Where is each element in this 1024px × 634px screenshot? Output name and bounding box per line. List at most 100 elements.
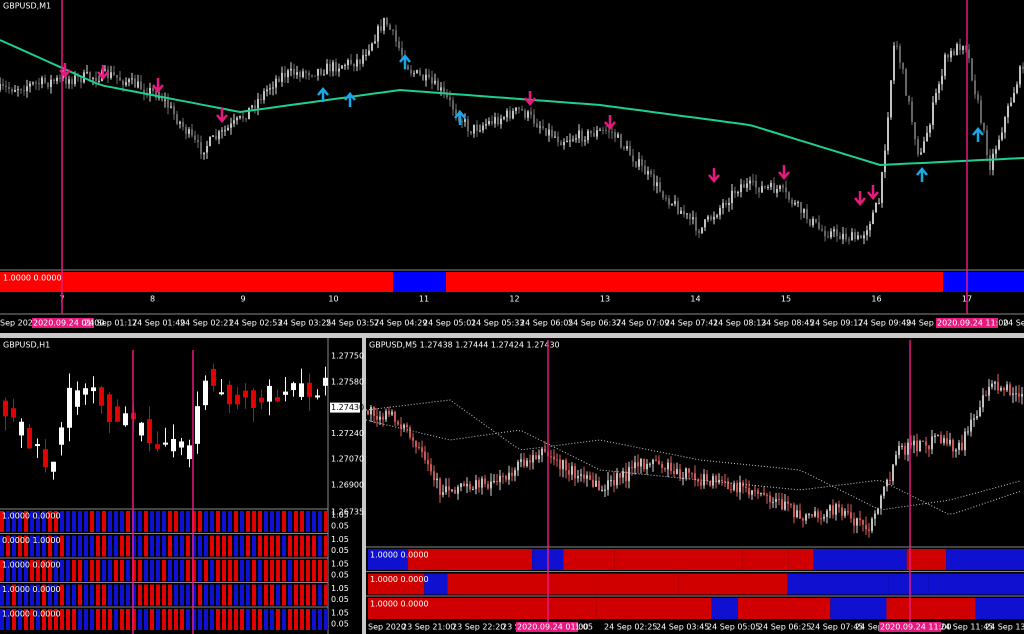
candle: [427, 459, 429, 465]
candle: [422, 74, 424, 81]
candle: [802, 518, 804, 521]
candle: [683, 210, 685, 215]
candle: [571, 466, 573, 475]
indicator-bar: [228, 584, 232, 606]
candle: [212, 135, 214, 137]
candle: [508, 472, 510, 480]
indicator-bar: [120, 511, 124, 532]
sell-arrow: [604, 115, 616, 130]
candle: [833, 229, 835, 232]
candle: [776, 188, 778, 193]
sell-arrow: [524, 91, 536, 106]
indicator-bar: [210, 511, 214, 532]
candle: [17, 89, 19, 91]
candle: [748, 487, 750, 495]
scale-label: 0.05: [331, 595, 349, 604]
candle: [935, 93, 937, 103]
candle: [827, 236, 829, 238]
candle: [164, 99, 166, 101]
candle: [688, 468, 690, 473]
indicator-segment: [464, 598, 597, 619]
candle: [727, 481, 729, 490]
candle: [139, 422, 144, 436]
candle: [75, 390, 80, 407]
candle: [74, 75, 76, 85]
candle: [131, 78, 133, 80]
candle: [368, 50, 370, 55]
candle: [291, 383, 296, 391]
candle: [20, 89, 22, 91]
candle: [704, 219, 706, 228]
indicator-bar: [144, 560, 148, 581]
candle: [872, 212, 874, 225]
indicator-segment: [943, 272, 1024, 292]
buy-arrow: [916, 167, 928, 182]
candle: [406, 424, 408, 428]
candle: [673, 470, 675, 474]
candle: [733, 484, 735, 490]
candle: [380, 26, 382, 31]
candle: [311, 75, 313, 77]
candle: [147, 419, 152, 444]
candle: [991, 383, 993, 387]
candle: [986, 130, 988, 156]
indicator-bar: [66, 584, 70, 606]
candle: [472, 489, 474, 491]
candle: [320, 69, 322, 75]
candle: [896, 45, 898, 47]
candle: [382, 416, 384, 420]
time-label: 24 Sep 1: [906, 319, 941, 328]
indicator-bar: [162, 511, 166, 532]
indicator-bar: [30, 584, 34, 606]
candle: [635, 161, 637, 167]
time-label: 24 Sep 02:53: [229, 319, 282, 328]
candle: [826, 510, 828, 517]
indicator-bar: [288, 560, 292, 581]
indicator-bar: [234, 584, 238, 606]
sell-arrow: [854, 191, 866, 206]
candle: [890, 80, 892, 118]
candle: [740, 184, 742, 192]
candle: [454, 489, 456, 494]
candle: [11, 408, 16, 418]
candle: [19, 421, 24, 436]
candle: [143, 89, 145, 94]
candle: [323, 74, 325, 76]
candle: [502, 475, 504, 477]
indicator-bar: [42, 584, 46, 606]
indicator-bar: [288, 511, 292, 532]
candle: [272, 87, 274, 89]
candle: [779, 185, 781, 189]
candle: [140, 81, 142, 90]
candle: [746, 183, 748, 188]
indicator-bar: [240, 535, 244, 557]
candle: [233, 120, 235, 124]
scale-label: 1.05: [331, 584, 349, 593]
indicator-bar: [108, 511, 112, 532]
candle: [602, 129, 604, 131]
candle: [878, 202, 880, 204]
indicator-bar: [174, 560, 178, 581]
candle: [128, 79, 130, 83]
candle: [514, 470, 516, 476]
counter-label: 14: [690, 295, 700, 304]
time-label: 24 Sep 13:05: [985, 623, 1024, 632]
candle: [211, 368, 216, 386]
candle: [1009, 384, 1011, 395]
indicator-bar: [204, 511, 208, 532]
candle: [625, 471, 627, 482]
candle: [419, 70, 421, 75]
candle: [171, 438, 176, 452]
candle: [562, 460, 564, 470]
indicator-bar: [18, 511, 22, 532]
time-label: 2020.09.24 01:00: [517, 623, 588, 632]
candle: [856, 518, 858, 526]
candle: [512, 110, 514, 119]
indicator-bar: [42, 609, 46, 630]
indicator-bar: [234, 535, 238, 557]
candle: [922, 440, 924, 442]
indicator-bar: [318, 511, 322, 532]
candle: [568, 470, 570, 475]
candle: [155, 90, 157, 99]
